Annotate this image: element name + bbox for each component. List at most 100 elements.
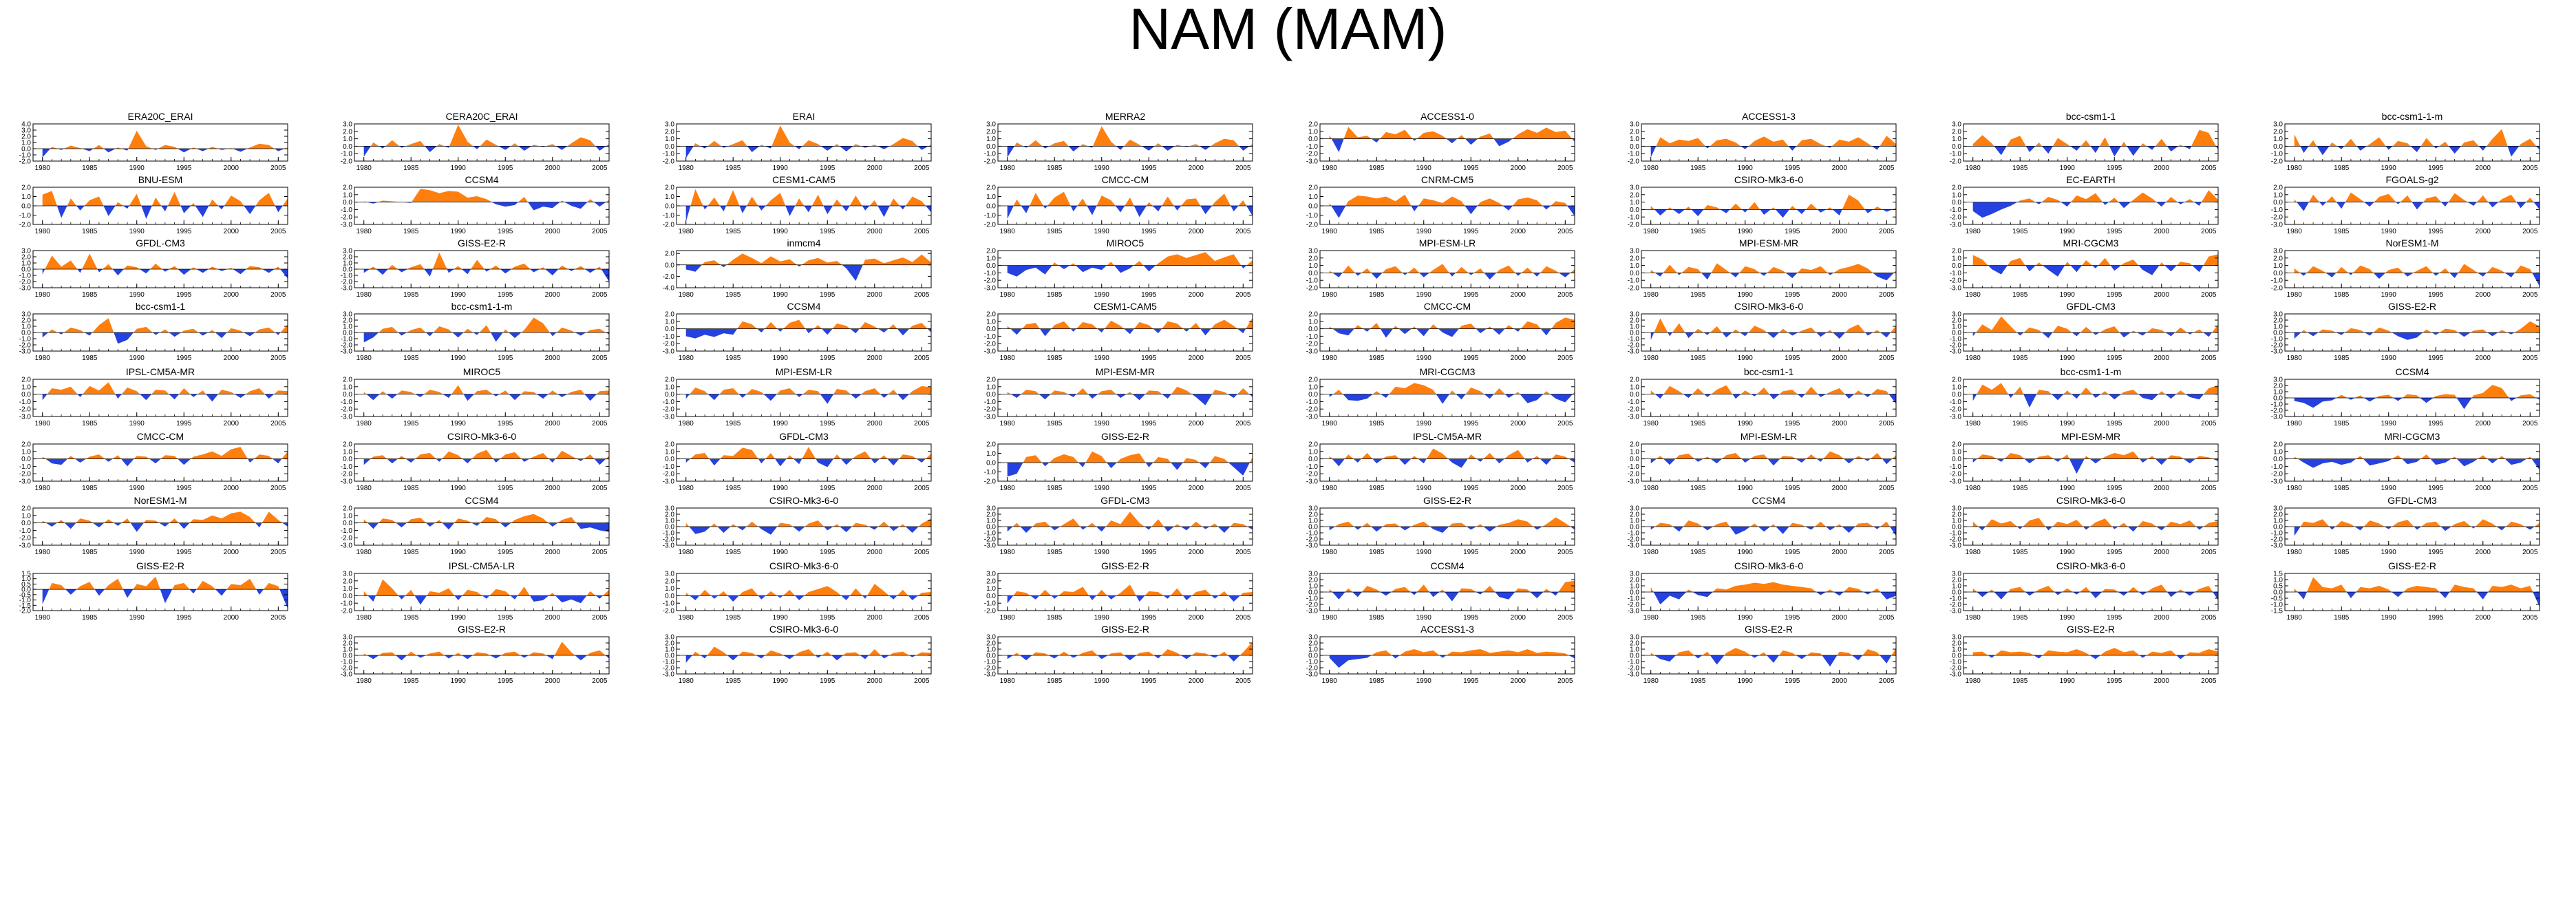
y-tick-label: -2.0 bbox=[341, 406, 353, 414]
x-tick-label: 1980 bbox=[1322, 677, 1338, 685]
x-tick-label: 1985 bbox=[403, 677, 419, 685]
y-tick-label: 1.0 bbox=[1630, 324, 1639, 331]
negative-area bbox=[2294, 146, 2540, 157]
positive-area bbox=[1972, 316, 2218, 332]
x-tick-label: 2005 bbox=[270, 549, 286, 556]
y-tick-label: 1.0 bbox=[21, 448, 31, 456]
y-tick-label: 0.0 bbox=[1630, 330, 1639, 337]
x-tick-label: 2005 bbox=[2522, 420, 2538, 427]
y-tick-label: 1.0 bbox=[2273, 136, 2283, 143]
negative-area bbox=[685, 206, 931, 222]
y-tick-label: 2.0 bbox=[1630, 317, 1639, 325]
y-tick-label: -1.0 bbox=[19, 212, 32, 220]
x-tick-label: 1985 bbox=[403, 485, 419, 492]
y-tick-label: 3.0 bbox=[21, 248, 31, 255]
x-tick-label: 2000 bbox=[1832, 485, 1848, 492]
y-tick-label: -1.0 bbox=[19, 336, 32, 344]
x-tick-label: 2005 bbox=[2522, 614, 2538, 622]
x-tick-label: 1980 bbox=[1322, 549, 1338, 556]
y-tick-label: -2.0 bbox=[1306, 151, 1319, 158]
negative-area bbox=[1007, 527, 1253, 533]
y-tick-label: 0.0 bbox=[986, 524, 996, 531]
panel-frame bbox=[1319, 379, 1575, 417]
panel-frame bbox=[32, 379, 288, 417]
x-tick-label: 1985 bbox=[1369, 614, 1385, 622]
x-tick-label: 1980 bbox=[1643, 228, 1659, 235]
x-tick-label: 2000 bbox=[2476, 355, 2491, 362]
y-tick-label: -2.0 bbox=[1628, 665, 1640, 673]
y-tick-label: -2.0 bbox=[984, 222, 997, 229]
positive-area bbox=[42, 130, 288, 149]
x-tick-label: 1980 bbox=[1643, 165, 1659, 172]
x-tick-label: 1980 bbox=[2287, 485, 2303, 492]
x-tick-label: 1995 bbox=[820, 355, 835, 362]
y-tick-label: 0.0 bbox=[986, 262, 996, 270]
x-tick-label: 1995 bbox=[498, 549, 513, 556]
y-tick-label: -1.0 bbox=[1628, 659, 1640, 666]
y-tick-label: 2.0 bbox=[665, 251, 674, 258]
positive-area bbox=[1650, 136, 1896, 147]
panel-frame bbox=[32, 123, 288, 162]
panel-title: ERA20C_ERAI bbox=[128, 111, 193, 122]
negative-area bbox=[42, 269, 288, 279]
y-tick-label: 1.0 bbox=[986, 383, 996, 391]
y-tick-label: 0.0 bbox=[665, 203, 674, 211]
y-tick-label: 2.0 bbox=[2273, 255, 2283, 262]
y-tick-label: 3.0 bbox=[665, 571, 674, 578]
y-tick-label: 1.0 bbox=[1308, 583, 1318, 591]
y-tick-label: -2.0 bbox=[1628, 342, 1640, 350]
x-tick-label: 1990 bbox=[451, 291, 467, 299]
y-tick-label: 1.0 bbox=[1308, 193, 1318, 201]
y-tick-label: 1.0 bbox=[1308, 128, 1318, 136]
y-tick-label: 2.0 bbox=[343, 505, 352, 513]
panel-title: MPI-ESM-MR bbox=[1096, 366, 1155, 377]
y-tick-label: 2.0 bbox=[343, 128, 352, 136]
y-tick-label: -1.0 bbox=[663, 463, 675, 471]
panel-title: GISS-E2-R bbox=[2388, 301, 2436, 312]
x-tick-label: 1980 bbox=[1966, 228, 1981, 235]
y-tick-label: -1.0 bbox=[663, 151, 675, 158]
y-tick-label: -3.0 bbox=[984, 414, 997, 421]
x-tick-label: 2000 bbox=[2476, 291, 2491, 299]
x-tick-label: 2005 bbox=[2201, 420, 2217, 427]
x-tick-label: 1995 bbox=[1141, 485, 1157, 492]
panel-frame bbox=[1641, 123, 1897, 162]
x-tick-label: 2005 bbox=[270, 485, 286, 492]
x-tick-label: 1990 bbox=[1416, 485, 1432, 492]
panel: CSIRO-Mk3-6-0 3.02.01.00.0-1.0-2.0 1980 198… bbox=[663, 560, 932, 622]
x-tick-label: 2005 bbox=[2201, 485, 2217, 492]
y-tick-label: -2.0 bbox=[19, 535, 32, 542]
x-tick-label: 2000 bbox=[1832, 677, 1848, 685]
y-tick-label: 4.0 bbox=[21, 121, 31, 129]
x-tick-label: 1985 bbox=[2334, 291, 2350, 299]
y-tick-label: -0.5 bbox=[19, 591, 32, 599]
y-tick-label: 0.0 bbox=[986, 593, 996, 600]
x-tick-label: 1990 bbox=[129, 291, 145, 299]
x-tick-label: 1995 bbox=[1141, 228, 1157, 235]
panel: inmcm4 2.0 0.0 -2.0 -4.0 1980 1985 1990 1995 2000… bbox=[663, 237, 932, 299]
x-tick-label: 1980 bbox=[1000, 677, 1016, 685]
panel-title: GISS-E2-R bbox=[1745, 624, 1793, 635]
y-tick-label: 2.0 bbox=[1630, 255, 1639, 262]
y-tick-label: 0.0 bbox=[1308, 270, 1318, 277]
x-tick-label: 2000 bbox=[545, 420, 561, 427]
y-tick-label: -3.0 bbox=[341, 414, 353, 421]
y-tick-label: -3.0 bbox=[2271, 478, 2284, 486]
x-tick-label: 1990 bbox=[129, 228, 145, 235]
x-tick-label: 2000 bbox=[867, 291, 883, 299]
panel-title: EC-EARTH bbox=[2066, 174, 2115, 185]
positive-area bbox=[685, 189, 931, 206]
panel-title: CNRM-CM5 bbox=[1421, 174, 1473, 185]
panel-frame bbox=[32, 573, 288, 611]
x-tick-label: 1985 bbox=[2334, 228, 2350, 235]
y-tick-label: 0.0 bbox=[1308, 653, 1318, 660]
y-tick-label: -2.0 bbox=[1950, 471, 1962, 478]
y-tick-label: -3.0 bbox=[1306, 158, 1319, 166]
y-tick-label: -2.0 bbox=[984, 277, 997, 285]
y-tick-label: -1.0 bbox=[1306, 595, 1319, 603]
y-tick-label: -3.0 bbox=[1950, 671, 1962, 679]
